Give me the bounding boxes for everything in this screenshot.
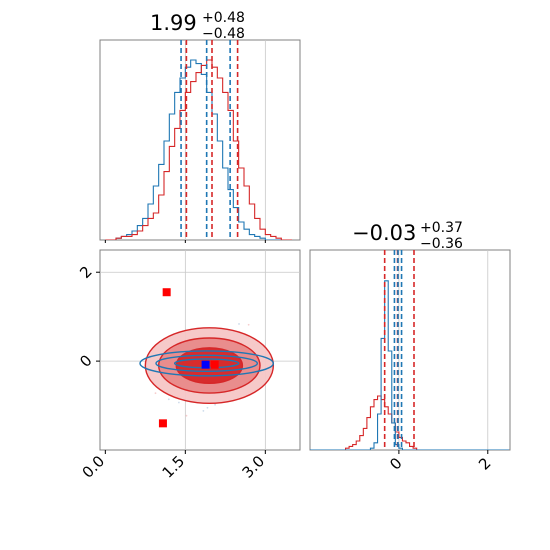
- hist-panel-param2: [309, 249, 511, 451]
- y-tick-label-1: 0: [76, 351, 95, 370]
- hist-panel-param1: [99, 39, 301, 243]
- y-tick-label-0: 2: [76, 262, 95, 281]
- blue-marker-3: [201, 360, 210, 369]
- hist-panel-param2-frame: [309, 249, 511, 451]
- param2-title-lower: −0.36: [420, 236, 463, 252]
- blue-contour-1: [155, 354, 259, 373]
- hist1-series-group: [105, 40, 292, 240]
- scatter-point: [185, 414, 188, 417]
- scatter-point: [238, 323, 240, 325]
- scatter-point: [247, 323, 250, 326]
- x2-tick-label-1: 2: [475, 454, 494, 473]
- hist1-blue-series: [105, 59, 292, 240]
- scatter-point: [206, 406, 209, 409]
- red-marker-1: [158, 419, 167, 428]
- contour-panel: [99, 249, 301, 451]
- param2-title: −0.03 +0.37 −0.36: [352, 220, 463, 252]
- contour-panel-frame: [99, 249, 301, 451]
- hist-panel-param1-frame: [99, 39, 301, 241]
- param2-title-value: −0.03: [352, 221, 416, 245]
- hist2-blue-series: [310, 280, 510, 450]
- hist2-red-series: [310, 395, 510, 450]
- blue-contour-0: [139, 350, 275, 377]
- param1-title: 1.99 +0.48 −0.48: [150, 10, 245, 42]
- hist1-red-series: [105, 59, 292, 240]
- hist2-series-group: [310, 250, 510, 450]
- param1-title-upper: +0.48: [202, 10, 245, 26]
- param1-title-value: 1.99: [150, 11, 197, 35]
- param1-title-lower: −0.48: [202, 26, 245, 42]
- y-axis-param2-ticks: 20: [76, 262, 100, 371]
- scatter-point: [154, 392, 157, 395]
- scatter-point: [214, 403, 216, 406]
- red-marker-2: [210, 360, 219, 369]
- x2-tick-label-0: 0: [386, 454, 405, 473]
- x-tick-label-2: 3.0: [239, 452, 269, 482]
- red-marker-0: [162, 288, 171, 297]
- param2-title-upper: +0.37: [420, 220, 463, 236]
- scatter-point: [202, 410, 205, 412]
- x-tick-label-1: 1.5: [159, 452, 189, 482]
- x-axis-param1-ticks: 0.0 1.5 3.0: [79, 450, 269, 482]
- x-tick-label-0: 0.0: [79, 452, 109, 482]
- scatter-point: [167, 398, 170, 401]
- contour-series-group: [139, 288, 275, 428]
- scatter-point: [177, 401, 180, 404]
